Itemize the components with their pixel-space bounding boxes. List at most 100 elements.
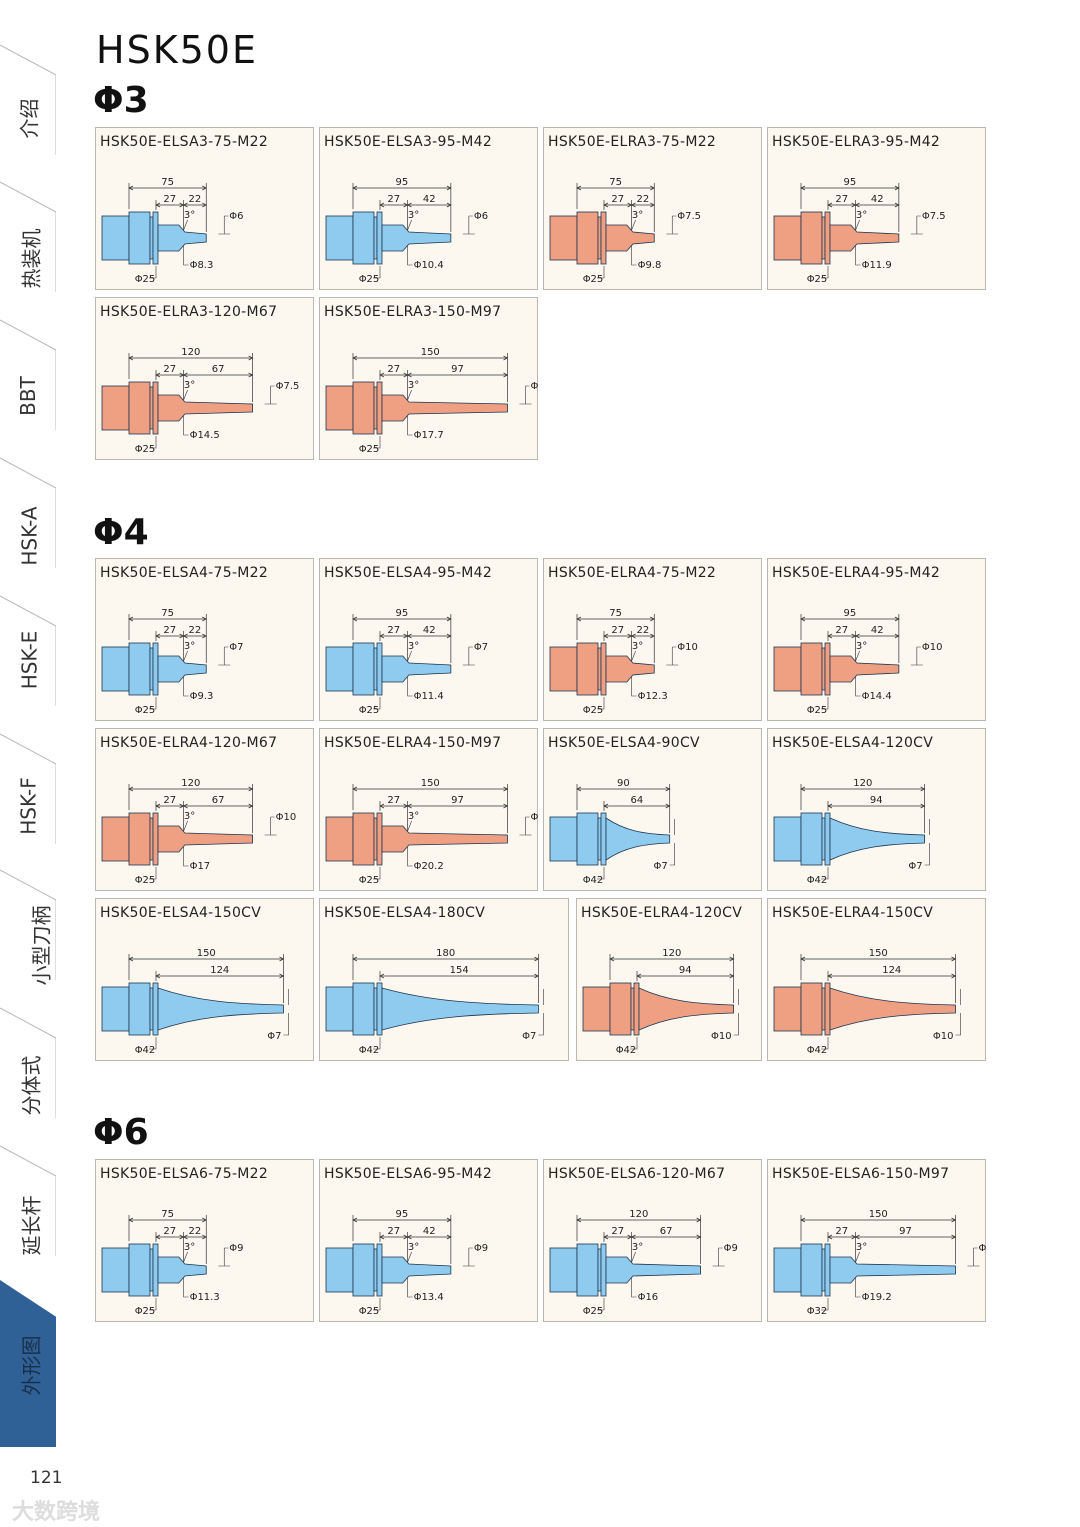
tool-drawing: 95 27 42 3° Φ10 Φ14.4 Φ25 bbox=[773, 608, 942, 716]
tool-drawing: 75 27 22 3° Φ10 Φ12.3 Φ25 bbox=[549, 608, 698, 716]
product-card: 95 27 42 3° Φ10 Φ14.4 Φ25 HSK50E-ELRA4-95-M42 bbox=[767, 558, 986, 721]
extension-body bbox=[381, 394, 508, 422]
sidebar-tab-7[interactable]: 分体式 bbox=[0, 1056, 56, 1116]
dim-total-length: 120 bbox=[181, 778, 200, 789]
shank-diameter: Φ25 bbox=[359, 444, 380, 455]
taper-shank bbox=[101, 646, 130, 692]
flange bbox=[128, 812, 151, 866]
taper-shank bbox=[101, 986, 130, 1032]
product-card: 150 27 97 3° Φ10 Φ20.2 Φ25 HSK50E-ELRA4-150-M97 bbox=[319, 728, 539, 891]
sidebar-tab-2[interactable]: BBT bbox=[0, 376, 56, 416]
dim-total-length: 120 bbox=[629, 1209, 648, 1220]
product-card: 150 124 Φ7 Φ42 HSK50E-ELSA4-150CV bbox=[95, 898, 314, 1061]
taper-shank bbox=[582, 986, 611, 1032]
taper-angle: 3° bbox=[184, 210, 195, 221]
sidebar-tab-1[interactable]: 热装机 bbox=[0, 229, 56, 289]
dim-b: 97 bbox=[451, 364, 464, 375]
product-model: HSK50E-ELSA6-150-M97 bbox=[772, 1166, 950, 1182]
shank-diameter: Φ42 bbox=[616, 1045, 637, 1056]
dim-a: 27 bbox=[163, 625, 176, 636]
dim-a: 27 bbox=[611, 194, 624, 205]
tip-diameter: Φ7.5 bbox=[276, 381, 300, 392]
sidebar-tab-3[interactable]: HSK-A bbox=[0, 506, 56, 565]
tool-drawing: 120 27 67 3° Φ10 Φ17 Φ25 bbox=[101, 778, 296, 886]
shank-diameter: Φ42 bbox=[135, 1045, 156, 1056]
flange bbox=[800, 1243, 823, 1297]
shank-diameter: Φ42 bbox=[359, 1045, 380, 1056]
product-card: 75 27 22 3° Φ9 Φ11.3 Φ25 HSK50E-ELSA6-75-M22 bbox=[95, 1159, 314, 1322]
taper-shank bbox=[325, 816, 354, 862]
tip-diameter: Φ9 bbox=[229, 1243, 243, 1254]
sidebar-tab-label: 延长杆 bbox=[19, 1195, 44, 1256]
sidebar-nav: 介绍热装机 BBT HSK-A HSK-E HSK-F 小型刀柄分体式延长杆外形图 bbox=[0, 0, 56, 1447]
product-card: 90 64 Φ7 Φ42 HSK50E-ELSA4-90CV bbox=[543, 728, 762, 891]
tool-drawing: 120 27 67 3° Φ7.5 Φ14.5 Φ25 bbox=[101, 347, 300, 455]
taper-shank bbox=[549, 1247, 578, 1293]
taper-shank bbox=[325, 646, 354, 692]
product-model: HSK50E-ELRA4-150-M97 bbox=[324, 735, 502, 751]
sidebar-tab-5[interactable]: HSK-F bbox=[0, 777, 56, 834]
product-model: HSK50E-ELSA4-150CV bbox=[100, 905, 262, 921]
dim-a: 27 bbox=[611, 1226, 624, 1237]
extension-body bbox=[605, 224, 655, 252]
product-card: 95 27 42 3° Φ7 Φ11.4 Φ25 HSK50E-ELSA4-95-M42 bbox=[319, 558, 538, 721]
taper-shank bbox=[101, 1247, 130, 1293]
neck-diameter: Φ14.5 bbox=[190, 430, 220, 441]
sidebar-tab-label: 热装机 bbox=[19, 228, 44, 289]
dim-total-length: 150 bbox=[197, 948, 216, 959]
flange bbox=[800, 812, 823, 866]
dim-b: 22 bbox=[637, 625, 650, 636]
sidebar-tab-4[interactable]: HSK-E bbox=[0, 631, 56, 690]
extension-body bbox=[157, 224, 207, 252]
section-heading: Φ6 bbox=[93, 1112, 149, 1153]
extension-body bbox=[829, 224, 900, 252]
sidebar-tab-8[interactable]: 延长杆 bbox=[0, 1196, 56, 1256]
extension-body bbox=[381, 224, 452, 252]
dim-total-length: 75 bbox=[161, 608, 174, 619]
dim-total-length: 95 bbox=[396, 1209, 409, 1220]
tapered-body bbox=[829, 987, 956, 1031]
product-model: HSK50E-ELSA4-90CV bbox=[548, 735, 700, 751]
taper-shank bbox=[101, 385, 130, 431]
dim-a: 154 bbox=[450, 965, 469, 976]
sidebar-tab-label: BBT bbox=[15, 376, 40, 416]
dim-a: 64 bbox=[630, 795, 643, 806]
tip-diameter: Φ7 bbox=[908, 861, 922, 872]
tapered-body bbox=[829, 817, 925, 861]
tool-drawing: 150 124 Φ10 Φ42 bbox=[773, 948, 961, 1056]
tip-diameter: Φ7 bbox=[653, 861, 667, 872]
flange bbox=[128, 211, 151, 265]
extension-body bbox=[605, 655, 655, 683]
flange bbox=[609, 982, 632, 1036]
extension-body bbox=[381, 825, 508, 853]
taper-shank bbox=[549, 816, 578, 862]
sidebar-tab-6[interactable]: 小型刀柄 bbox=[0, 906, 56, 986]
taper-angle: 3° bbox=[408, 811, 419, 822]
shank-diameter: Φ25 bbox=[135, 274, 156, 285]
dim-total-length: 150 bbox=[421, 347, 440, 358]
product-card: 120 27 67 3° Φ10 Φ17 Φ25 HSK50E-ELRA4-120-M67 bbox=[95, 728, 314, 891]
taper-shank bbox=[325, 986, 354, 1032]
dim-total-length: 120 bbox=[181, 347, 200, 358]
sidebar-tab-0[interactable]: 介绍 bbox=[0, 99, 56, 139]
sidebar-tab-9[interactable]: 外形图 bbox=[0, 1336, 56, 1396]
neck-diameter: Φ19.2 bbox=[862, 1292, 892, 1303]
extension-body bbox=[381, 655, 452, 683]
tip-diameter: Φ7.5 bbox=[677, 211, 701, 222]
taper-angle: 3° bbox=[184, 380, 195, 391]
tip-diameter: Φ9 bbox=[979, 1243, 988, 1254]
extension-body bbox=[829, 655, 900, 683]
taper-shank bbox=[773, 1247, 802, 1293]
dim-a: 27 bbox=[387, 194, 400, 205]
tool-drawing: 75 27 22 3° Φ6 Φ8.3 Φ25 bbox=[101, 177, 243, 285]
dim-total-length: 75 bbox=[161, 1209, 174, 1220]
dim-total-length: 150 bbox=[421, 778, 440, 789]
shank-diameter: Φ25 bbox=[583, 274, 604, 285]
tapered-body bbox=[638, 987, 734, 1031]
tool-drawing: 95 27 42 3° Φ7.5 Φ11.9 Φ25 bbox=[773, 177, 946, 285]
product-model: HSK50E-ELRA3-95-M42 bbox=[772, 134, 941, 150]
dim-a: 124 bbox=[882, 965, 901, 976]
neck-diameter: Φ17 bbox=[190, 861, 211, 872]
taper-angle: 3° bbox=[856, 641, 867, 652]
dim-a: 27 bbox=[387, 625, 400, 636]
